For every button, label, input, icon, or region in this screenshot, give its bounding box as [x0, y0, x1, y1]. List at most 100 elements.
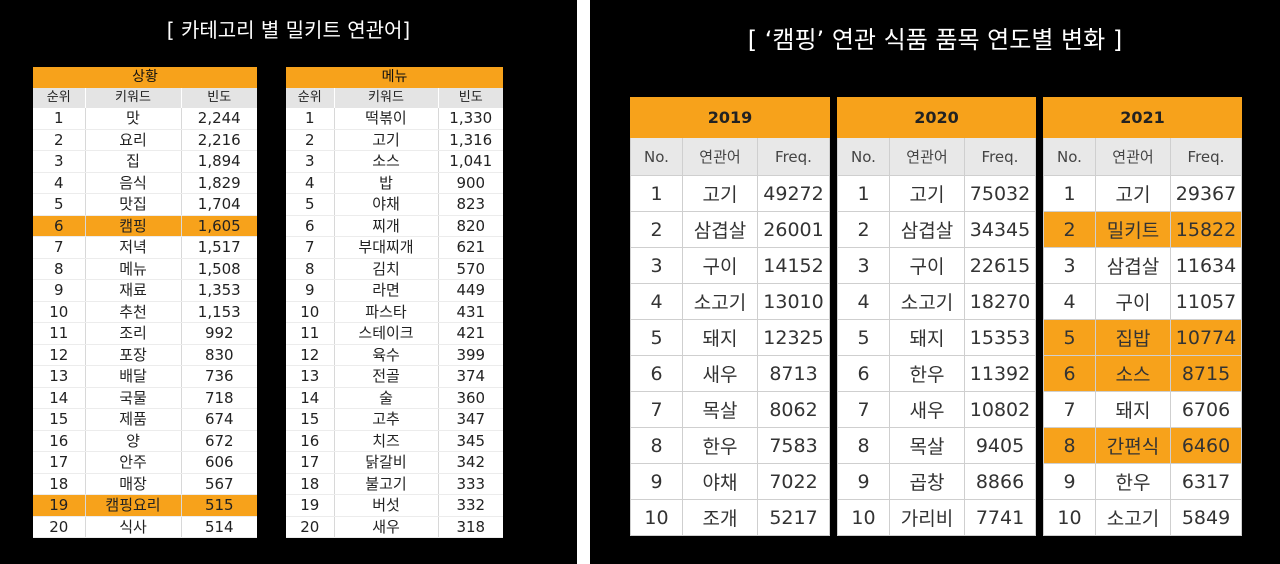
related-word-cell: 돼지 — [1095, 391, 1171, 428]
rank-cell: 12 — [286, 344, 334, 366]
frequency-cell: 820 — [437, 215, 504, 237]
rank-cell: 18 — [33, 473, 85, 495]
frequency-cell: 823 — [437, 193, 504, 216]
related-word-cell: 고기 — [682, 175, 758, 212]
table-row: 5 맛집 1,704 — [33, 193, 258, 216]
related-word-cell: 목살 — [682, 391, 758, 428]
table-row: 5 야채 823 — [286, 193, 504, 216]
frequency-cell: 333 — [437, 473, 504, 495]
frequency-cell: 7022 — [756, 463, 831, 500]
related-word-cell: 돼지 — [682, 319, 758, 356]
rank-cell: 9 — [286, 279, 334, 302]
year-2021-table: 2021 No. 연관어 Freq. 1 고기 29367 2 밀키트 15822 3 삼겹살 1163… — [1042, 97, 1243, 536]
number-cell: 3 — [837, 247, 890, 284]
rank-cell: 3 — [286, 150, 334, 173]
related-word-cell: 삼겹살 — [889, 211, 965, 248]
number-cell: 3 — [1043, 247, 1096, 284]
frequency-cell: 10802 — [963, 391, 1037, 428]
keyword-cell: 추천 — [84, 301, 181, 323]
keyword-cell: 캠핑 — [84, 215, 181, 237]
frequency-cell: 1,517 — [180, 236, 258, 259]
year-2019-table: 2019 No. 연관어 Freq. 1 고기 49272 2 삼겹살 26001 3 구이 14152… — [629, 97, 831, 536]
frequency-cell: 674 — [180, 408, 258, 431]
related-word-cell: 목살 — [889, 427, 965, 464]
table-row: 1 고기 49272 — [630, 175, 831, 212]
keyword-cell: 재료 — [84, 279, 181, 302]
frequency-cell: 318 — [437, 516, 504, 538]
frequency-cell: 1,894 — [180, 150, 258, 173]
column-header: No. — [1043, 137, 1096, 176]
rank-cell: 9 — [33, 279, 85, 302]
frequency-cell: 1,605 — [180, 215, 258, 237]
number-cell: 1 — [837, 175, 890, 212]
related-word-cell: 삼겹살 — [1095, 247, 1171, 284]
related-word-cell: 소스 — [1095, 355, 1171, 392]
column-header: 연관어 — [682, 137, 758, 176]
keyword-cell: 배달 — [84, 365, 181, 388]
table-row: 1 고기 29367 — [1043, 175, 1243, 212]
table-row: 4 소고기 18270 — [837, 283, 1037, 320]
table-row: 4 밥 900 — [286, 172, 504, 194]
frequency-cell: 5217 — [756, 499, 831, 536]
rank-cell: 17 — [286, 451, 334, 474]
related-word-cell: 고기 — [1095, 175, 1171, 212]
frequency-cell: 399 — [437, 344, 504, 366]
frequency-cell: 431 — [437, 301, 504, 323]
frequency-cell: 10774 — [1169, 319, 1243, 356]
table-row: 1 고기 75032 — [837, 175, 1037, 212]
table-row: 9 야채 7022 — [630, 463, 831, 500]
rank-cell: 13 — [33, 365, 85, 388]
number-cell: 8 — [1043, 427, 1096, 464]
group-title: 메뉴 — [286, 67, 504, 88]
keyword-cell: 맛 — [84, 108, 181, 130]
frequency-cell: 1,508 — [180, 258, 258, 280]
frequency-cell: 5849 — [1169, 499, 1243, 536]
number-cell: 9 — [1043, 463, 1096, 500]
keyword-cell: 요리 — [84, 129, 181, 151]
rank-cell: 14 — [33, 387, 85, 409]
menu-keyword-table: 메뉴 순위 키워드 빈도 1 떡볶이 1,330 2 고기 1,316 3 소스 1,041 4 밥 900 5… — [286, 67, 504, 538]
frequency-cell: 900 — [437, 172, 504, 194]
frequency-cell: 621 — [437, 236, 504, 259]
keyword-cell: 소스 — [333, 150, 438, 173]
rank-cell: 15 — [286, 408, 334, 431]
table-row: 16 양 672 — [33, 430, 258, 452]
frequency-cell: 1,353 — [180, 279, 258, 302]
column-header: No. — [837, 137, 890, 176]
table-row: 6 캠핑 1,605 — [33, 215, 258, 237]
frequency-cell: 8866 — [963, 463, 1037, 500]
keyword-cell: 치즈 — [333, 430, 438, 452]
rank-cell: 6 — [33, 215, 85, 237]
table-row: 3 구이 22615 — [837, 247, 1037, 284]
keyword-cell: 새우 — [333, 516, 438, 538]
related-word-cell: 돼지 — [889, 319, 965, 356]
keyword-cell: 식사 — [84, 516, 181, 538]
table-row: 1 떡볶이 1,330 — [286, 108, 504, 130]
rank-cell: 17 — [33, 451, 85, 474]
keyword-cell: 불고기 — [333, 473, 438, 495]
rank-cell: 15 — [33, 408, 85, 431]
frequency-cell: 1,330 — [437, 108, 504, 130]
table-row: 7 부대찌개 621 — [286, 236, 504, 259]
column-header: 빈도 — [180, 87, 258, 108]
frequency-cell: 345 — [437, 430, 504, 452]
table-row: 9 곱창 8866 — [837, 463, 1037, 500]
related-word-cell: 한우 — [682, 427, 758, 464]
table-row: 7 저녁 1,517 — [33, 236, 258, 259]
table-row: 3 삼겹살 11634 — [1043, 247, 1243, 284]
table-row: 2 삼겹살 26001 — [630, 211, 831, 248]
table-row: 4 소고기 13010 — [630, 283, 831, 320]
frequency-cell: 830 — [180, 344, 258, 366]
table-row: 18 불고기 333 — [286, 473, 504, 495]
number-cell: 4 — [1043, 283, 1096, 320]
rank-cell: 12 — [33, 344, 85, 366]
rank-cell: 11 — [33, 322, 85, 345]
keyword-cell: 떡볶이 — [333, 108, 438, 130]
related-word-cell: 가리비 — [889, 499, 965, 536]
frequency-cell: 15353 — [963, 319, 1037, 356]
related-word-cell: 구이 — [889, 247, 965, 284]
frequency-cell: 11057 — [1169, 283, 1243, 320]
number-cell: 9 — [837, 463, 890, 500]
related-word-cell: 간편식 — [1095, 427, 1171, 464]
related-word-cell: 고기 — [889, 175, 965, 212]
